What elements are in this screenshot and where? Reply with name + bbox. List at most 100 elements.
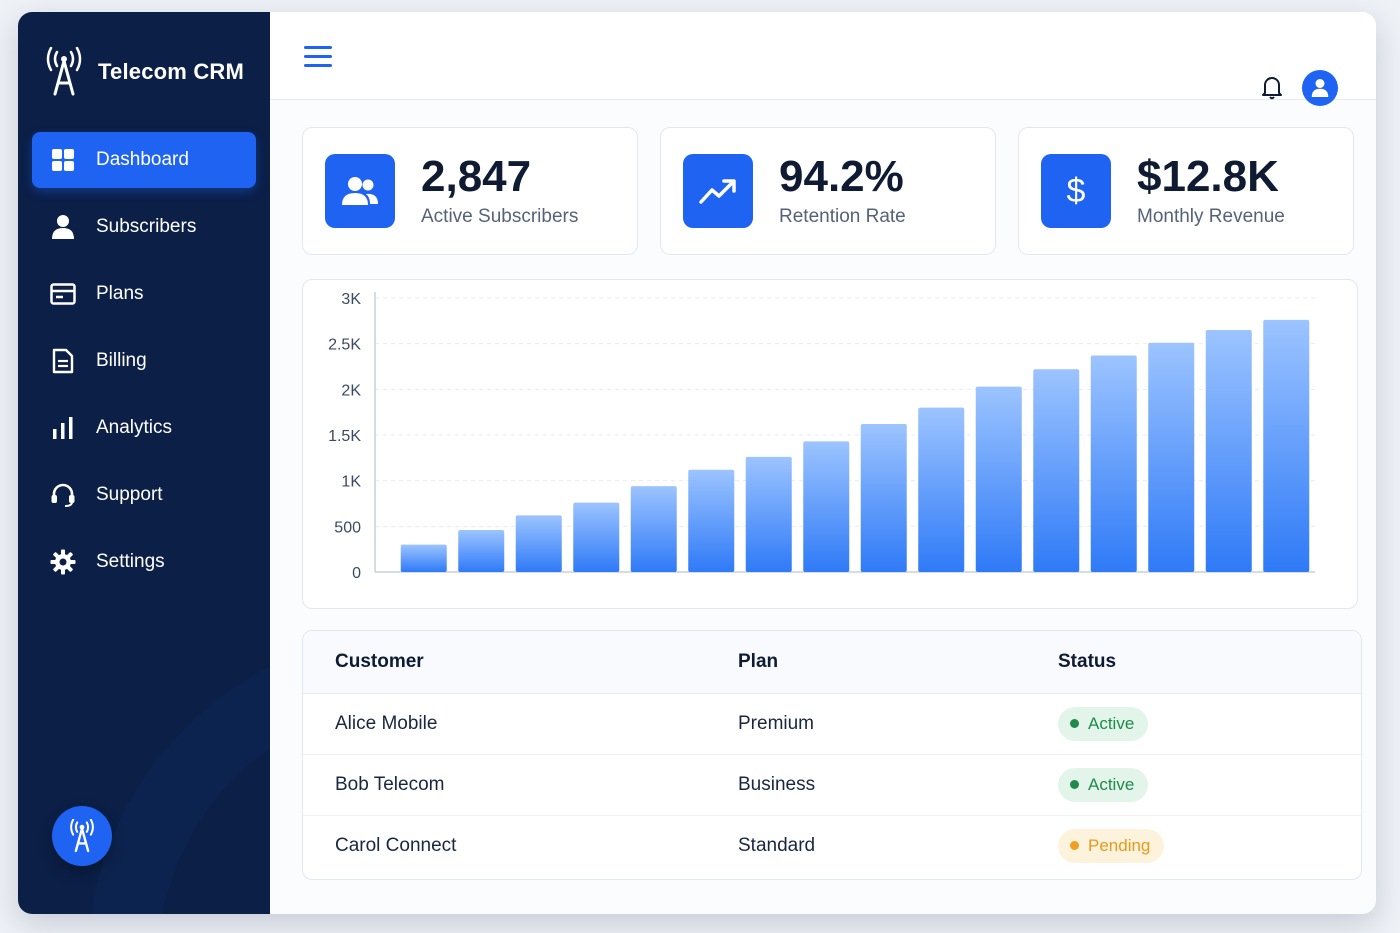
chart-bar [1033,369,1080,572]
status-dot [1070,780,1079,789]
status-dot [1070,841,1079,851]
y-tick-label: 1.5K [328,428,361,445]
status-text: Active [1088,713,1135,733]
chart-bar [515,515,562,572]
user-icon [50,214,76,240]
user-icon [1311,79,1329,97]
avatar[interactable] [1302,70,1338,106]
sidebar-item-dashboard[interactable]: Dashboard [32,132,256,188]
cell-tower-icon [46,47,82,96]
cell-tower-icon [70,819,94,853]
plan-cell: Premium [738,693,1058,755]
plan-cell: Standard [738,834,816,856]
sidebar-item-label: Subscribers [96,216,197,237]
bar-chart: 0 500 1K 1.5K 2K 2.5K 3K [328,291,1315,582]
svg-text:$: $ [1067,172,1086,210]
gear-icon [50,549,76,575]
bar-chart-icon [50,415,76,441]
stat-label: Retention Rate [779,206,906,228]
chart-bar [1205,329,1252,572]
sidebar-item-subscribers[interactable]: Subscribers [32,199,256,255]
stat-value: 2,847 [421,151,532,201]
trend-up-icon [683,154,753,228]
status-cell: Active [1058,754,1361,816]
stat-card-retention: 94.2% Retention Rate [660,127,996,255]
chart-bar [1148,342,1195,572]
chart-bar [458,529,505,572]
bell-icon[interactable] [1260,74,1284,100]
chart-bar [1263,319,1310,572]
chart-bar [688,469,735,572]
y-tick-label: 1K [341,474,361,491]
chart-bar [1090,355,1137,572]
topbar [270,12,1376,106]
main-content: 2,847 Active Subscribers 94.2% Retention… [270,12,1376,914]
y-tick-label: 2K [341,382,361,399]
status-badge: Active [1058,767,1149,802]
app-window: Telecom CRM Dashboard Subscribers Plans [18,12,1376,914]
chart-bar [630,486,677,572]
stats-row: 2,847 Active Subscribers 94.2% Retention… [302,127,1354,255]
card-icon [50,281,76,307]
y-tick-label: 2.5K [328,337,361,354]
column-header-plan[interactable]: Plan [738,631,1058,694]
table-row[interactable]: Carol Connect Standard Pending [303,815,1361,876]
column-header-customer[interactable]: Customer [303,631,738,694]
table-row[interactable]: Alice Mobile Premium Active [303,693,1361,755]
status-cell: Pending [1058,815,1361,876]
sidebar: Telecom CRM Dashboard Subscribers Plans [18,12,270,914]
status-badge: Pending [1058,828,1165,863]
chart-bar [400,544,447,572]
sidebar-item-support[interactable]: Support [32,467,256,523]
y-tick-label: 0 [352,565,361,582]
customer-table: Customer Plan Status Alice Mobile Premiu… [302,630,1362,880]
chart-bar [573,502,620,572]
chart-bar [803,441,850,572]
sidebar-item-label: Dashboard [96,149,189,170]
users-icon [325,154,395,228]
table-header-row: Customer Plan Status [303,631,1361,694]
customer-cell: Alice Mobile [303,693,738,755]
status-cell: Active [1058,693,1361,755]
sidebar-item-billing[interactable]: Billing [32,333,256,389]
grid-icon [50,147,76,173]
sidebar-item-plans[interactable]: Plans [32,266,256,322]
plan-cell: Business [738,754,1058,816]
stat-label: Monthly Revenue [1137,206,1285,228]
status-text: Active [1088,774,1135,794]
customer-cell: Carol Connect [335,834,457,856]
brand: Telecom CRM [18,12,270,132]
document-icon [50,348,76,374]
stat-value: $12.8K [1137,151,1279,201]
sidebar-item-settings[interactable]: Settings [32,534,256,590]
app-name: Telecom CRM [98,59,245,84]
sidebar-item-label: Plans [96,283,144,304]
sidebar-nav: Dashboard Subscribers Plans Billing [18,132,270,590]
sidebar-item-label: Settings [96,551,165,572]
status-badge: Active [1058,706,1149,741]
customer-cell: Bob Telecom [303,754,738,816]
sidebar-item-label: Billing [96,350,147,371]
sidebar-item-label: Analytics [96,417,173,438]
stat-card-subscribers: 2,847 Active Subscribers [302,127,638,255]
chart-bar [918,407,965,572]
headset-icon [50,482,76,508]
chart-bar [860,424,907,572]
subscriber-chart: 0 500 1K 1.5K 2K 2.5K 3K [302,279,1358,609]
sidebar-item-label: Support [96,484,163,505]
column-header-status[interactable]: Status [1058,631,1361,694]
chart-bar [975,386,1022,572]
stat-value: 94.2% [779,151,904,201]
tower-action-button[interactable] [52,806,112,866]
chart-bar [745,456,792,572]
stat-label: Active Subscribers [421,206,579,228]
y-tick-label: 3K [341,291,361,308]
status-dot [1070,719,1079,728]
stat-card-revenue: $ $12.8K Monthly Revenue [1018,127,1354,255]
menu-icon[interactable] [304,46,332,68]
sidebar-item-analytics[interactable]: Analytics [32,400,256,456]
y-tick-label: 500 [334,519,361,536]
status-text: Pending [1088,835,1151,855]
dollar-icon: $ [1041,154,1111,228]
table-row[interactable]: Bob Telecom Business Active [303,754,1361,816]
